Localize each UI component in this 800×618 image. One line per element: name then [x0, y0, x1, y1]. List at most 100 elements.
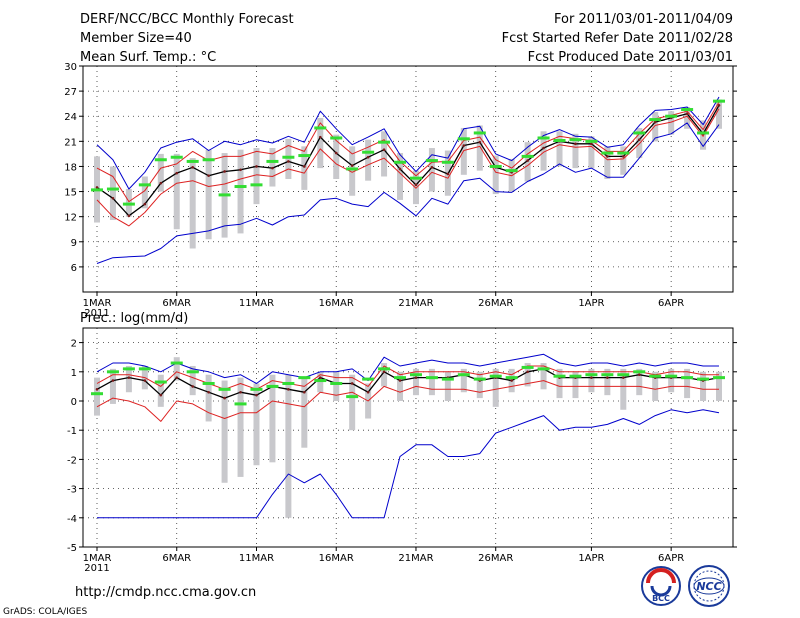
panel-title: Prec.: log(mm/d) — [80, 311, 188, 326]
bcc-logo: BCC — [641, 566, 681, 606]
y-tick-label: 30 — [64, 62, 77, 73]
observed-marker — [314, 126, 327, 130]
observed-marker — [202, 158, 215, 162]
y-tick-label: 18 — [64, 162, 77, 173]
range-bar — [492, 155, 499, 195]
observed-marker — [362, 377, 375, 381]
observed-marker — [553, 374, 566, 378]
mean-point — [223, 396, 226, 400]
mean-point — [542, 146, 545, 150]
header-info-line-3: Fcst Produced Date 2011/03/01 — [528, 50, 733, 65]
range-bar — [572, 371, 579, 399]
ncc-logo: NCC — [688, 565, 730, 607]
observed-marker — [298, 154, 311, 158]
mean-point — [685, 112, 689, 116]
mean-point — [143, 202, 147, 206]
mean-point — [653, 120, 657, 124]
range-bar — [428, 148, 435, 192]
observed-marker — [170, 155, 183, 159]
range-bar — [349, 146, 356, 196]
observed-marker — [569, 374, 582, 378]
range-bar — [492, 368, 499, 407]
mean-point — [239, 168, 242, 172]
range-bar — [588, 136, 595, 169]
range-bar — [269, 374, 276, 463]
observed-marker — [330, 136, 343, 140]
range-bar — [109, 166, 116, 221]
x-tick-label: 1MAR — [83, 298, 112, 309]
observed-marker — [489, 374, 502, 378]
mean-point — [143, 379, 147, 382]
observed-marker — [106, 187, 119, 191]
observed-marker — [394, 376, 407, 380]
range-bar — [524, 363, 531, 387]
series-lower-line — [96, 108, 720, 227]
mean-point — [526, 370, 529, 374]
observed-marker — [537, 136, 550, 140]
x-tick-label: 6MAR — [162, 553, 191, 564]
temperature-panel: 6 9 12 15 18 21 24 27 30 1MAR 6MAR 11MAR 16MAR 21MAR 2… — [64, 62, 737, 319]
observed-marker — [553, 138, 566, 142]
range-bar — [444, 371, 451, 401]
range-bar — [189, 158, 196, 249]
observed-marker — [266, 384, 279, 388]
y-tick-label: -3 — [67, 485, 77, 496]
mean-point — [111, 196, 115, 200]
x-tick-label: 11MAR — [239, 553, 274, 564]
mean-point — [590, 376, 593, 379]
mean-point — [287, 160, 290, 163]
range-bar — [668, 111, 675, 135]
mean-point — [303, 165, 306, 168]
series-upper-line — [96, 365, 719, 390]
series-mean-line — [96, 368, 720, 399]
range-bar — [460, 368, 467, 393]
range-bar — [428, 368, 435, 396]
range-bar — [540, 363, 547, 390]
range-bar — [652, 112, 659, 142]
range-bar — [412, 368, 419, 396]
observed-marker — [362, 150, 375, 154]
range-bar — [381, 131, 388, 177]
x-tick-label: 21MAR — [398, 553, 433, 564]
mean-point — [255, 393, 258, 397]
footer-credit: GrADS: COLA/IGES — [3, 607, 87, 617]
y-tick-label: -2 — [67, 455, 77, 466]
series-lower-line — [96, 380, 719, 422]
mean-point — [637, 373, 641, 377]
range-bar — [397, 153, 404, 200]
observed-marker — [378, 140, 391, 144]
range-bar — [141, 176, 148, 209]
observed-marker — [346, 167, 359, 171]
observed-marker — [665, 114, 678, 118]
observed-marker — [617, 373, 630, 377]
x-tick-label: 26MAR — [478, 553, 513, 564]
x-tick-label: 6MAR — [162, 298, 191, 309]
ncc-logo-text: NCC — [696, 580, 721, 593]
mean-point — [318, 135, 322, 139]
x-tick-label: 1APR — [578, 553, 604, 564]
x-year-label: 2011 — [84, 308, 109, 319]
mean-point — [127, 214, 131, 218]
mean-point — [318, 376, 322, 379]
range-bar — [253, 383, 260, 466]
observed-marker — [505, 169, 518, 173]
header-info-line-1: For 2011/03/01-2011/04/09 — [554, 12, 733, 27]
mean-point — [127, 376, 131, 379]
mean-point — [303, 390, 306, 394]
x-tick-label: 6APR — [658, 298, 684, 309]
range-bar — [333, 134, 340, 179]
range-bar — [604, 146, 611, 179]
x-tick-label: 6APR — [658, 553, 684, 564]
observed-marker — [170, 361, 183, 365]
range-bar — [636, 368, 643, 396]
y-tick-label: 12 — [64, 213, 77, 224]
mean-point — [191, 165, 194, 169]
header-title-line-1: DERF/NCC/BCC Monthly Forecast — [80, 12, 294, 27]
range-bar — [572, 133, 579, 169]
mean-point — [478, 140, 482, 144]
mean-point — [382, 370, 386, 374]
range-bar — [620, 368, 627, 410]
range-bar — [189, 365, 196, 396]
series-min-line — [96, 122, 720, 264]
y-tick-label: 1 — [71, 368, 77, 379]
